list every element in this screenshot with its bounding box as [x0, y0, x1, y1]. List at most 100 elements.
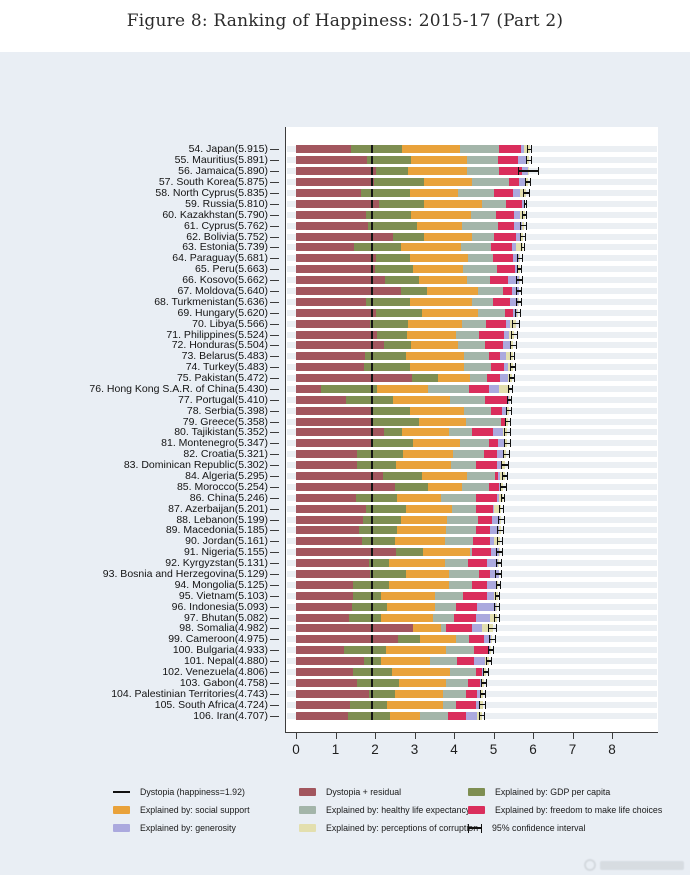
y-tick	[270, 584, 279, 586]
segment-social-support	[406, 330, 456, 339]
dystopia-reference-tick	[371, 439, 373, 448]
segment-dystopia-residual	[296, 156, 368, 165]
y-tick	[270, 628, 279, 630]
y-tick	[270, 323, 279, 325]
segment-gdp-per-capita	[375, 265, 414, 274]
segment-healthy-life-expectancy	[466, 156, 499, 165]
segment-perceptions-of-corruption	[506, 352, 513, 361]
dystopia-reference-tick	[371, 199, 373, 208]
segment-dystopia-residual	[296, 395, 347, 404]
chart-row: 62. Bolivia(5.752)	[0, 231, 690, 242]
segment-social-support	[408, 319, 462, 328]
x-tick	[454, 733, 455, 739]
chart-row: 55. Mauritius(5.891)	[0, 155, 690, 166]
segment-freedom	[468, 384, 490, 393]
segment-dystopia-residual	[296, 635, 398, 644]
legend-label: Explained by: healthy life expectancy	[326, 805, 471, 815]
segment-dystopia-residual	[296, 286, 402, 295]
country-label: 74. Turkey(5.483)	[185, 360, 268, 373]
segment-healthy-life-expectancy	[465, 417, 501, 426]
segment-healthy-life-expectancy	[448, 580, 472, 589]
y-tick	[270, 280, 279, 282]
segment-freedom	[486, 374, 500, 383]
segment-healthy-life-expectancy	[450, 668, 477, 676]
stacked-bar	[296, 711, 482, 720]
segment-freedom	[483, 450, 498, 459]
segment-gdp-per-capita	[362, 537, 395, 546]
legend-item: Dystopia (happiness=1.92)	[113, 783, 250, 801]
segment-social-support	[410, 341, 458, 350]
stacked-bar	[296, 602, 498, 611]
country-label: 58. North Cyprus(5.835)	[155, 186, 268, 199]
y-tick	[270, 421, 279, 423]
chart-row: 103. Gabon(4.758)	[0, 677, 690, 688]
chart-row: 70. Libya(5.566)	[0, 318, 690, 329]
x-tick-label: 4	[450, 742, 458, 757]
stacked-bar	[296, 254, 521, 263]
y-tick	[270, 465, 279, 467]
y-tick	[270, 519, 279, 521]
dystopia-reference-tick	[371, 384, 373, 393]
chart-row: 98. Somalia(4.982)	[0, 623, 690, 634]
segment-freedom	[498, 221, 515, 230]
dystopia-reference-tick	[371, 428, 373, 437]
country-label: 54. Japan(5.915)	[188, 143, 268, 156]
segment-healthy-life-expectancy	[429, 657, 457, 666]
stacked-bar	[296, 548, 500, 557]
segment-social-support	[421, 472, 468, 481]
segment-generosity	[490, 570, 499, 579]
segment-gdp-per-capita	[371, 406, 410, 415]
dystopia-reference-tick	[371, 493, 373, 502]
segment-social-support	[396, 526, 446, 535]
segment-freedom	[456, 657, 474, 666]
country-label: 100. Bulgaria(4.933)	[172, 643, 268, 656]
dystopia-reference-tick	[371, 243, 373, 252]
y-tick	[270, 171, 279, 173]
segment-social-support	[413, 265, 464, 274]
segment-generosity	[517, 156, 527, 165]
y-tick	[270, 356, 279, 358]
y-tick	[270, 530, 279, 532]
country-label: 69. Hungary(5.620)	[177, 306, 268, 319]
segment-generosity	[483, 635, 491, 644]
segment-dystopia-residual	[296, 178, 375, 187]
ci-errorbar	[494, 602, 500, 611]
country-label: 77. Portugal(5.410)	[178, 393, 268, 406]
stacked-bar	[296, 526, 501, 535]
ci-errorbar	[522, 210, 528, 219]
segment-freedom	[498, 167, 522, 176]
segment-generosity	[496, 493, 500, 502]
y-tick	[270, 192, 279, 194]
stacked-bar	[296, 559, 499, 568]
stacked-bar	[296, 221, 524, 230]
stacked-bar	[296, 286, 519, 295]
country-label: 73. Belarus(5.483)	[181, 350, 268, 363]
segment-dystopia-residual	[296, 439, 373, 448]
segment-gdp-per-capita	[370, 570, 407, 579]
dystopia-reference-tick	[371, 276, 373, 285]
legend-column: Dystopia (happiness=1.92) Explained by: s…	[113, 783, 250, 837]
segment-gdp-per-capita	[366, 210, 412, 219]
ci-errorbar	[516, 276, 523, 285]
segment-dystopia-residual	[296, 548, 397, 557]
color-swatch-icon	[113, 824, 130, 832]
x-tick	[572, 733, 574, 739]
segment-healthy-life-expectancy	[442, 700, 456, 709]
x-tick-label: 2	[371, 742, 379, 757]
country-label: 64. Paraguay(5.681)	[172, 252, 268, 265]
chart-row: 88. Lebanon(5.199)	[0, 514, 690, 525]
stacked-bar	[296, 504, 502, 513]
segment-gdp-per-capita	[372, 439, 413, 448]
segment-dystopia-residual	[296, 210, 367, 219]
segment-dystopia-residual	[296, 504, 366, 513]
dystopia-reference-tick	[371, 363, 373, 372]
segment-freedom	[490, 243, 513, 252]
ci-errorbar	[520, 221, 527, 230]
segment-social-support	[385, 646, 446, 655]
dystopia-reference-tick	[371, 711, 373, 720]
segment-gdp-per-capita	[368, 559, 390, 568]
segment-healthy-life-expectancy	[463, 406, 491, 415]
stacked-bar	[296, 570, 499, 579]
stacked-bar	[296, 624, 493, 633]
segment-freedom	[486, 319, 506, 328]
